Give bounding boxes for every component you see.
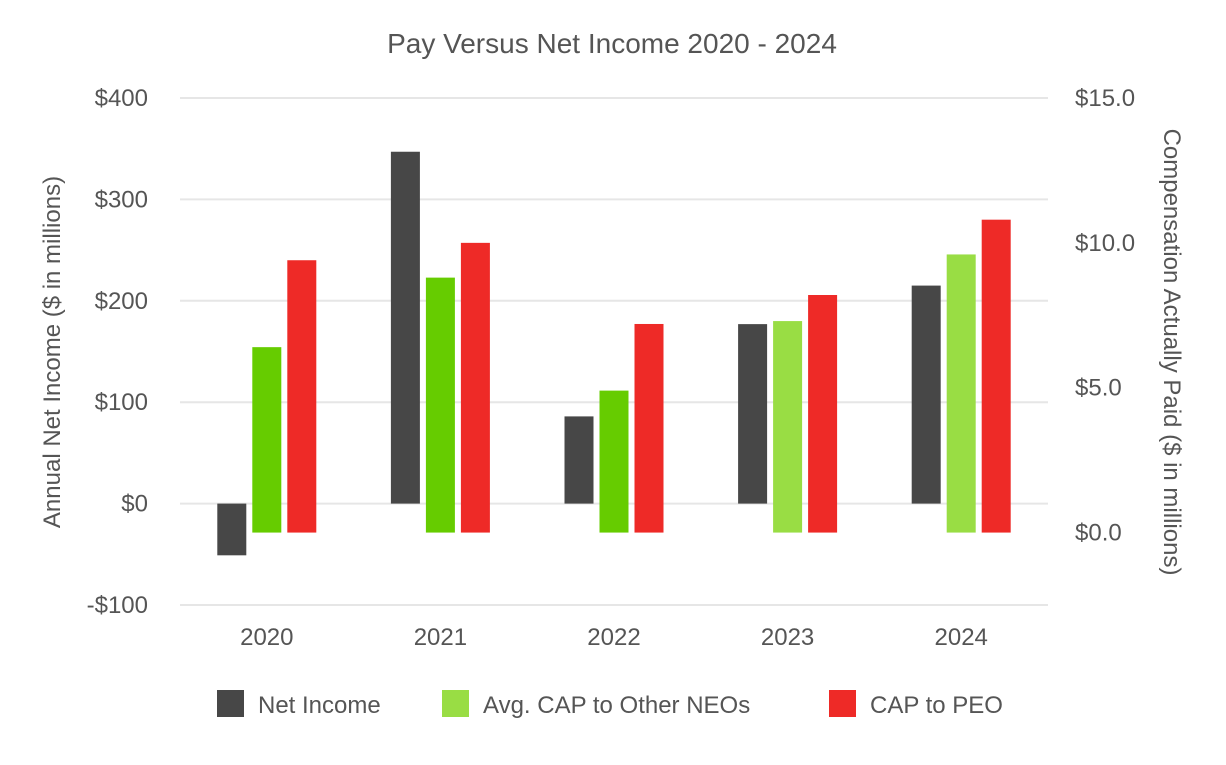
bar-cap-to-peo-2020 [287,260,317,533]
bar-cap-to-peo-2023 [808,295,838,533]
bar-net-income-2020 [217,503,247,556]
legend-swatch [442,690,469,717]
bar-cap-to-peo-2021 [460,242,490,533]
legend-swatch [829,690,856,717]
left-tick-label: $100 [95,389,148,416]
right-tick-label: $10.0 [1075,230,1135,257]
category-label: 2021 [414,624,467,651]
bar-net-income-2024 [911,285,941,504]
left-axis-title: Annual Net Income ($ in millions) [39,176,66,528]
left-axis-ticks: $400 $300 $200 $100 $0 -$100 [87,85,148,619]
bar-net-income-2022 [564,416,594,504]
chart-title: Pay Versus Net Income 2020 - 2024 [387,28,837,59]
left-tick-label: $200 [95,288,148,315]
bar-avg-cap-to-other-neos-2024 [946,254,976,533]
right-axis-ticks: $15.0 $10.0 $5.0 $0.0 [1075,85,1135,547]
right-tick-label: $15.0 [1075,85,1135,112]
bar-avg-cap-to-other-neos-2021 [425,277,455,533]
legend-label: CAP to PEO [870,692,1003,719]
category-label: 2020 [240,624,293,651]
bar-cap-to-peo-2022 [634,323,664,533]
left-tick-label: $0 [121,491,148,518]
bar-avg-cap-to-other-neos-2020 [252,347,282,533]
left-tick-label: -$100 [87,592,148,619]
bar-net-income-2023 [738,324,768,504]
left-tick-label: $400 [95,85,148,112]
bar-cap-to-peo-2024 [981,219,1011,533]
right-tick-label: $5.0 [1075,375,1122,402]
legend: Net Income Avg. CAP to Other NEOs CAP to P… [217,690,1003,719]
category-label: 2022 [587,624,640,651]
legend-swatch [217,690,244,717]
category-label: 2024 [935,624,988,651]
left-tick-label: $300 [95,186,148,213]
legend-label: Avg. CAP to Other NEOs [483,692,750,719]
right-tick-label: $0.0 [1075,520,1122,547]
category-label: 2023 [761,624,814,651]
bar-avg-cap-to-other-neos-2022 [599,390,629,533]
bar-avg-cap-to-other-neos-2023 [773,321,803,533]
legend-label: Net Income [258,692,381,719]
bars [217,151,1011,556]
category-labels: 2020 2021 2022 2023 2024 [240,624,988,651]
right-axis-title: Compensation Actually Paid ($ in million… [1158,129,1185,576]
bar-net-income-2021 [390,151,420,504]
